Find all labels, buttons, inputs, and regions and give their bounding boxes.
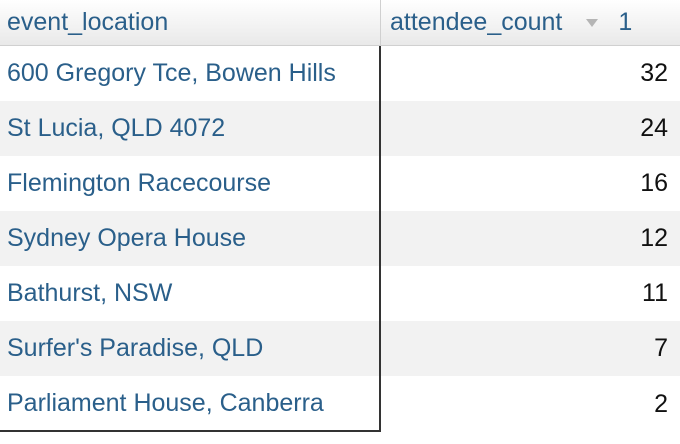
table-row: Sydney Opera House 12 [0, 211, 680, 266]
table-row: Bathurst, NSW 11 [0, 266, 680, 321]
column-header-label: event_location [7, 8, 169, 36]
location-text: Flemington Racecourse [7, 169, 272, 197]
cell-event-location[interactable]: Bathurst, NSW [0, 266, 381, 321]
cell-event-location[interactable]: Flemington Racecourse [0, 156, 381, 211]
location-text: St Lucia, QLD 4072 [7, 114, 226, 142]
cell-attendee-count[interactable]: 7 [381, 321, 680, 376]
count-text: 7 [654, 334, 668, 362]
table-row: 600 Gregory Tce, Bowen Hills 32 [0, 46, 680, 101]
table-row: St Lucia, QLD 4072 24 [0, 101, 680, 156]
cell-attendee-count[interactable]: 12 [381, 211, 680, 266]
column-header-label: attendee_count [390, 8, 563, 36]
location-text: Bathurst, NSW [7, 279, 173, 307]
table-row: Flemington Racecourse 16 [0, 156, 680, 211]
count-text: 32 [640, 59, 668, 87]
table-body: 600 Gregory Tce, Bowen Hills 32 St Lucia… [0, 46, 680, 432]
sort-order-index: 1 [618, 8, 633, 36]
count-text: 11 [642, 279, 668, 307]
cell-event-location[interactable]: Parliament House, Canberra [0, 376, 381, 432]
cell-attendee-count[interactable]: 11 [381, 266, 680, 321]
count-text: 16 [640, 169, 668, 197]
count-text: 12 [640, 224, 668, 252]
table-header-row: event_location attendee_count 1 [0, 0, 680, 46]
cell-event-location[interactable]: 600 Gregory Tce, Bowen Hills [0, 46, 381, 101]
location-text: Parliament House, Canberra [7, 388, 324, 417]
cell-event-location[interactable]: Sydney Opera House [0, 211, 381, 266]
table-row: Parliament House, Canberra 2 [0, 376, 680, 432]
location-text: Sydney Opera House [7, 224, 247, 252]
results-table: event_location attendee_count 1 600 Greg… [0, 0, 680, 432]
location-text: 600 Gregory Tce, Bowen Hills [7, 59, 336, 87]
count-text: 2 [654, 389, 668, 418]
cell-event-location[interactable]: Surfer's Paradise, QLD [0, 321, 381, 376]
count-text: 24 [640, 114, 668, 142]
column-header-event-location[interactable]: event_location [0, 0, 381, 45]
column-header-attendee-count[interactable]: attendee_count 1 [381, 0, 680, 45]
location-text: Surfer's Paradise, QLD [7, 334, 264, 362]
cell-event-location[interactable]: St Lucia, QLD 4072 [0, 101, 381, 156]
table-row: Surfer's Paradise, QLD 7 [0, 321, 680, 376]
cell-attendee-count[interactable]: 16 [381, 156, 680, 211]
cell-attendee-count[interactable]: 2 [381, 376, 680, 432]
cell-attendee-count[interactable]: 32 [381, 46, 680, 101]
sort-descending-icon[interactable] [586, 18, 599, 27]
cell-attendee-count[interactable]: 24 [381, 101, 680, 156]
